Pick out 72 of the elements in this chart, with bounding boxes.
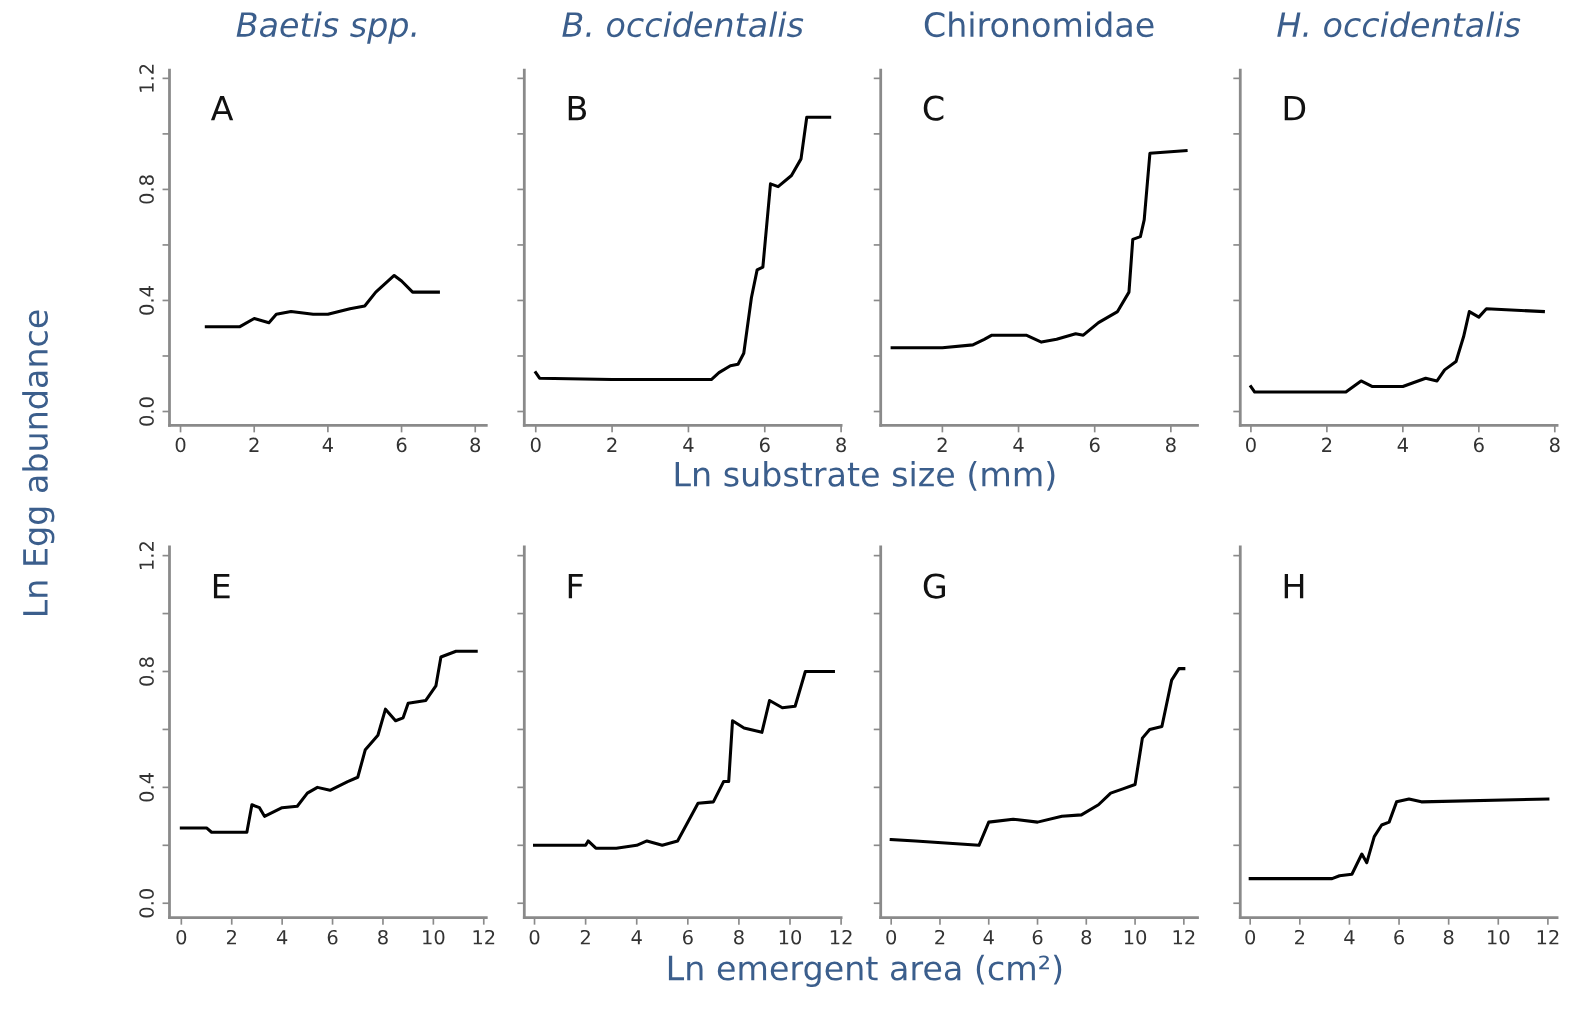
annotation: H [1284,573,1304,599]
x-axis-title: Ln emergent area (cm²) [668,954,1062,988]
x-tick-label: 6 [1089,437,1100,453]
chart-title: B. occidentalis [562,11,804,38]
annotation: A [210,95,234,121]
x-tick-label: 6 [1394,929,1405,945]
x-tick-label: 0 [175,437,186,453]
x-tick-label: 4 [1344,930,1355,945]
x-tick-label: 10 [1124,929,1147,945]
y-tick-label: 1.2 [139,542,154,569]
line-series [204,273,440,329]
y-tick-label: 0.0 [139,889,154,918]
x-tick-label: 8 [1443,929,1454,945]
y-tick-label: 0.0 [139,397,154,426]
x-tick-label: 6 [1473,437,1484,453]
x-tick-label: 8 [836,437,846,453]
x-tick-label: 10 [1488,929,1510,945]
x-tick-label: 4 [683,437,694,452]
y-tick-label: 0.8 [139,175,154,204]
x-tick-label: 8 [1081,929,1092,945]
x-axis-title: Ln substrate size (mm) [675,460,1055,491]
chart-title: Baetis spp. [236,11,416,44]
x-tick-label: 8 [470,437,481,453]
annotation: C [923,95,944,121]
x-tick-label: 8 [1549,437,1560,453]
annotation: F [568,573,583,599]
x-tick-label: 0 [1246,437,1256,453]
y-axis-title: Ln Egg abundance [22,310,55,616]
chart-title: Chironomidae [924,11,1154,38]
x-tick-label: 6 [759,437,770,453]
x-tick-label: 2 [1295,929,1305,945]
x-tick-label: 4 [1397,437,1408,452]
x-tick-label: 12 [473,929,495,945]
x-tick-label: 2 [935,929,945,945]
x-tick-label: 0 [1245,929,1256,945]
x-tick-label: 12 [1537,929,1559,945]
x-tick-label: 4 [983,930,994,945]
y-tick-label: 0.8 [139,657,154,686]
x-tick-label: 2 [607,437,617,452]
x-tick-label: 2 [226,929,236,945]
x-tick-label: 4 [276,930,288,945]
x-tick-label: 0 [530,437,541,453]
x-tick-label: 0 [176,929,187,945]
x-tick-label: 6 [396,437,407,453]
annotation: G [923,573,945,599]
x-tick-label: 0 [886,929,897,945]
x-tick-label: 2 [937,437,947,452]
x-tick-label: 6 [1032,929,1043,945]
x-tick-label: 6 [327,929,338,945]
x-tick-label: 10 [423,929,445,945]
line-series [179,649,478,834]
x-tick-label: 2 [1322,437,1332,452]
x-tick-label: 4 [1013,437,1024,452]
x-tick-label: 10 [779,929,802,945]
x-tick-label: 6 [682,929,693,945]
y-tick-label: 1.2 [139,64,154,92]
annotation: B [568,95,586,121]
x-tick-label: 0 [529,929,540,945]
y-tick-label: 0.4 [139,773,154,802]
x-tick-label: 8 [1165,437,1176,453]
x-tick-label: 2 [249,437,259,452]
y-tick-label: 0.4 [139,286,154,315]
x-tick-label: 12 [1173,929,1195,945]
x-tick-label: 4 [322,437,333,452]
x-tick-label: 2 [580,929,590,945]
x-tick-label: 8 [378,929,388,945]
x-tick-label: 8 [734,929,744,945]
annotation: D [1284,95,1306,121]
annotation: E [213,573,230,599]
chart-title: H. occidentalis [1277,11,1521,38]
x-tick-label: 12 [830,929,852,945]
x-tick-label: 4 [631,930,642,945]
